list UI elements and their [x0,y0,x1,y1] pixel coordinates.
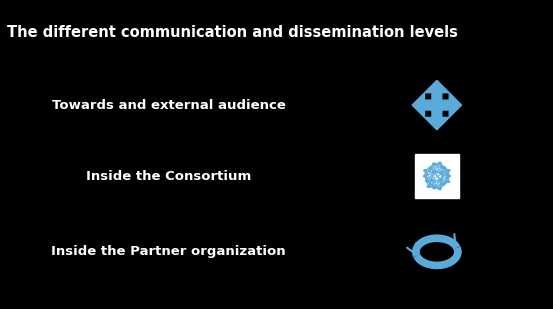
Circle shape [439,162,441,164]
Circle shape [447,181,450,182]
Circle shape [440,179,442,181]
Text: Inside the Partner organization: Inside the Partner organization [51,245,286,258]
Circle shape [427,186,430,187]
Circle shape [442,183,445,185]
Polygon shape [442,93,462,117]
Polygon shape [425,80,449,100]
Text: Inside the Consortium: Inside the Consortium [86,170,251,183]
Bar [415,154,459,198]
Bar [432,100,442,110]
Text: The different communication and dissemination levels: The different communication and dissemin… [7,25,458,40]
Circle shape [433,187,436,188]
Circle shape [430,180,433,181]
Circle shape [447,176,450,177]
Text: Towards and external audience: Towards and external audience [52,99,285,112]
Circle shape [441,172,444,174]
Circle shape [442,167,445,168]
Circle shape [439,188,441,189]
Circle shape [447,170,450,171]
Circle shape [424,176,426,177]
Polygon shape [425,110,449,130]
Polygon shape [412,93,432,117]
Circle shape [432,171,435,173]
Circle shape [424,170,426,171]
Circle shape [425,180,428,182]
Circle shape [429,167,432,169]
Circle shape [432,163,435,165]
